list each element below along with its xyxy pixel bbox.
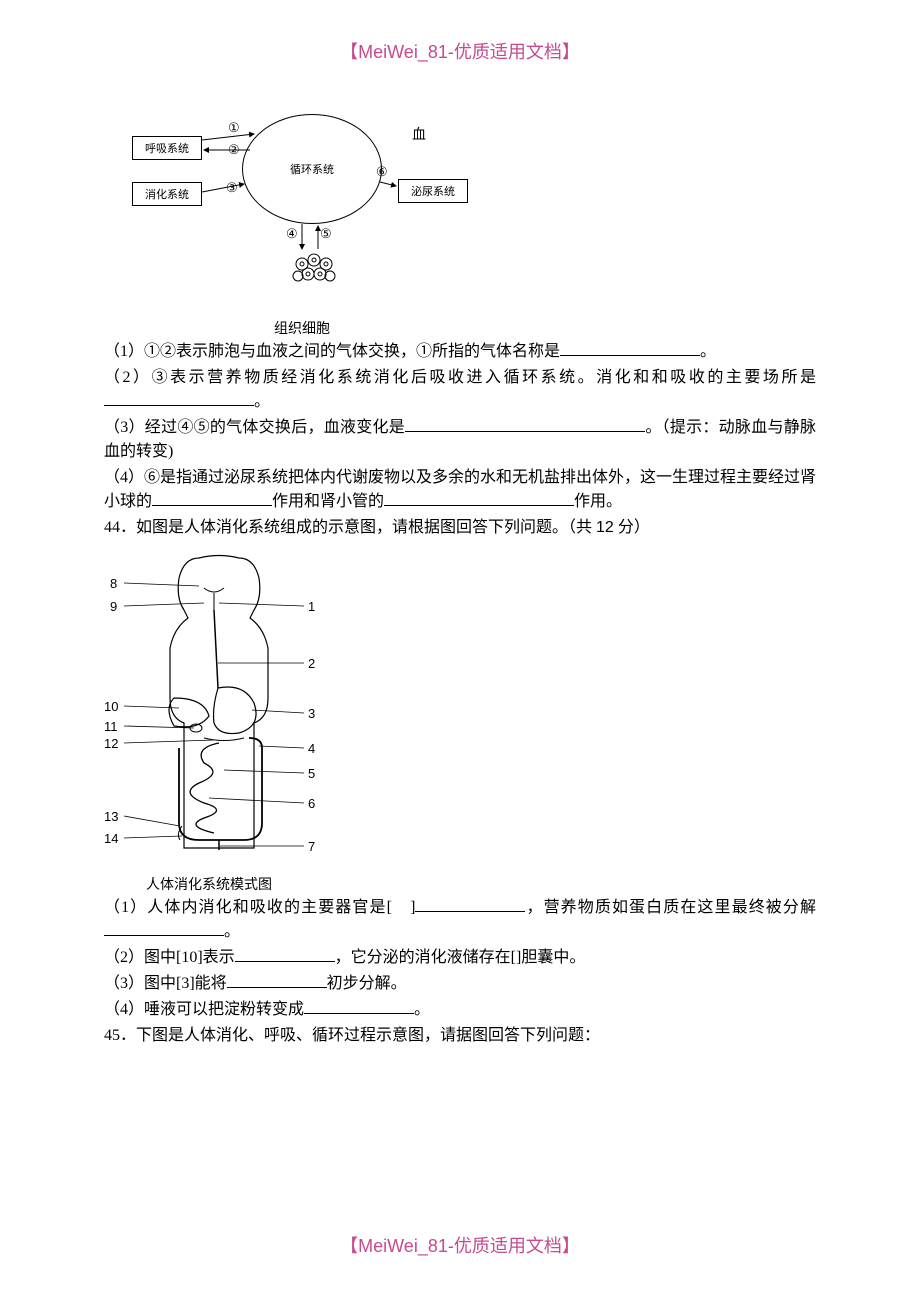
q44-p3-a: （3）图中[3]能将: [104, 975, 227, 992]
q44-p3: （3）图中[3]能将 初步分解。: [104, 972, 816, 996]
blank: [304, 1013, 414, 1014]
label-12: 12: [104, 736, 118, 751]
label-14: 14: [104, 831, 118, 846]
label-5: 5: [308, 766, 315, 781]
label-11: 11: [104, 719, 118, 734]
label-1: 1: [308, 599, 315, 614]
q45-title: 45．下图是人体消化、呼吸、循环过程示意图，请据图回答下列问题：: [104, 1024, 816, 1048]
q44-p1-a: （1）人体内消化和吸收的主要器官是[ ]: [104, 899, 415, 916]
q43-p4-a: （4）⑥是指通过泌尿系统把体内代谢废物以及多余的水和无机盐排出体外，这一生理过程…: [104, 469, 816, 510]
label-6: 6: [308, 796, 315, 811]
num-3: ③: [226, 180, 238, 196]
q43-p1: （1）①②表示肺泡与血液之间的气体交换，①所指的气体名称是 。: [104, 340, 816, 364]
q44-p3-b: 初步分解。: [327, 975, 407, 992]
blank: [104, 935, 224, 936]
q43-p3-text: （3）经过④⑤的气体交换后，血液变化是: [104, 419, 405, 436]
digestive-svg: [104, 548, 324, 868]
q43-p3: （3）经过④⑤的气体交换后，血液变化是。（提示：动脉血与静脉血的转变): [104, 416, 816, 464]
blank: [235, 961, 335, 962]
blank: [227, 987, 327, 988]
q44-p1: （1）人体内消化和吸收的主要器官是[ ] ，营养物质如蛋白质在这里最终被分解。: [104, 896, 816, 944]
q44-title-b: 分）: [614, 519, 650, 536]
num-5: ⑤: [320, 226, 332, 242]
q43-p2-end: 。: [254, 393, 270, 410]
num-4: ④: [286, 226, 298, 242]
blank: [384, 505, 574, 506]
label-13: 13: [104, 809, 118, 824]
caption-digestive: 人体消化系统模式图: [146, 874, 816, 894]
num-6: ⑥: [376, 164, 388, 180]
blank: [152, 505, 272, 506]
q44-p2-b: ，它分泌的消化液储存在[]胆囊中。: [335, 949, 586, 966]
q43-p1-end: 。: [700, 343, 716, 360]
page-header: 【MeiWei_81-优质适用文档】: [0, 38, 920, 64]
label-8: 8: [110, 576, 117, 591]
blank: [405, 431, 645, 432]
q43-p1-text: （1）①②表示肺泡与血液之间的气体交换，①所指的气体名称是: [104, 343, 560, 360]
diagram-digestive: 8 9 10 11 12 13 14 1 2 3 4 5 6 7: [104, 548, 324, 868]
q44-p1-b: ，营养物质如蛋白质在这里最终被分解: [525, 899, 816, 916]
q43-p4-c: 作用。: [574, 493, 622, 510]
label-9: 9: [110, 599, 117, 614]
arrows-svg: [132, 104, 472, 314]
label-10: 10: [104, 699, 118, 714]
blank: [104, 405, 254, 406]
page-footer: 【MeiWei_81-优质适用文档】: [0, 1232, 920, 1258]
diagram-circulation: 循环系统 血 呼吸系统 消化系统 泌尿系统: [132, 104, 452, 314]
q43-p4: （4）⑥是指通过泌尿系统把体内代谢废物以及多余的水和无机盐排出体外，这一生理过程…: [104, 466, 816, 514]
q44-p4-b: 。: [414, 1001, 430, 1018]
q44-p2-a: （2）图中[10]表示: [104, 949, 235, 966]
num-2: ②: [228, 142, 240, 158]
label-4: 4: [308, 741, 315, 756]
label-3: 3: [308, 706, 315, 721]
q44-p2: （2）图中[10]表示 ，它分泌的消化液储存在[]胆囊中。: [104, 946, 816, 970]
q44-p4: （4）唾液可以把淀粉转变成 。: [104, 998, 816, 1022]
caption-tissue-cells: 组织细胞: [274, 318, 816, 338]
q43-p2-text: （2）③表示营养物质经消化系统消化后吸收进入循环系统。消化和和吸收的主要场所是: [104, 369, 816, 386]
blank: [415, 911, 525, 912]
q44-title-num: 12: [596, 519, 614, 536]
q44-title-a: 44．如图是人体消化系统组成的示意图，请根据图回答下列问题。（共: [104, 519, 596, 536]
label-7: 7: [308, 839, 315, 854]
q44-p4-a: （4）唾液可以把淀粉转变成: [104, 1001, 304, 1018]
q44-title: 44．如图是人体消化系统组成的示意图，请根据图回答下列问题。（共 12 分）: [104, 516, 816, 540]
q43-p2: （2）③表示营养物质经消化系统消化后吸收进入循环系统。消化和和吸收的主要场所是。: [104, 366, 816, 414]
num-1: ①: [228, 120, 240, 136]
blank: [560, 355, 700, 356]
q43-p4-b: 作用和肾小管的: [272, 493, 384, 510]
label-2: 2: [308, 656, 315, 671]
q44-p1-c: 。: [224, 923, 240, 940]
content-area: 循环系统 血 呼吸系统 消化系统 泌尿系统: [104, 100, 816, 1048]
